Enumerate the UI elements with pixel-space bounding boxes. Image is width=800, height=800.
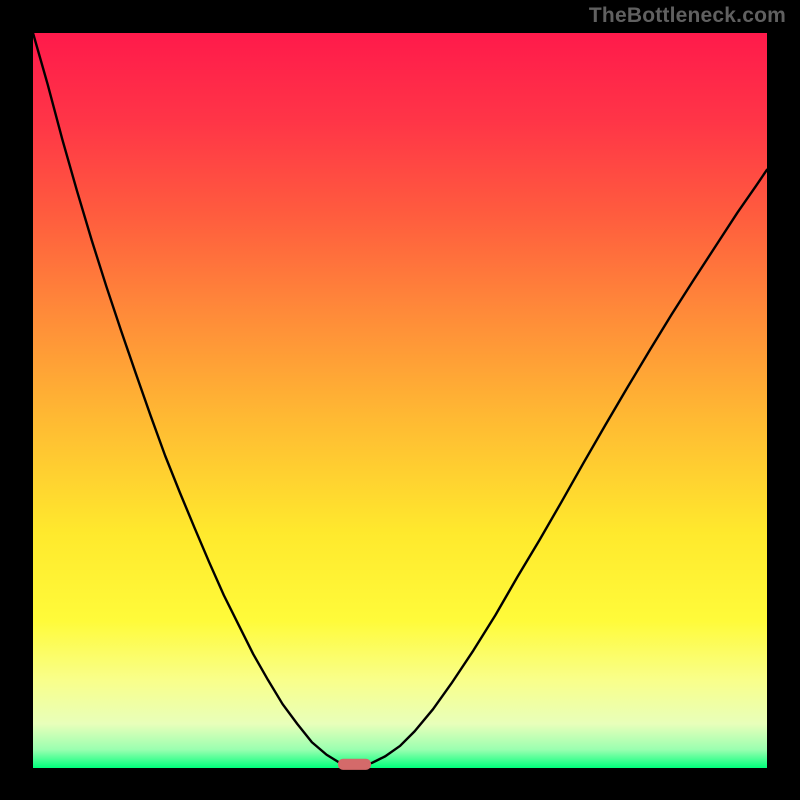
minimum-marker: [338, 759, 371, 770]
watermark-text: TheBottleneck.com: [589, 4, 786, 28]
chart-svg-holder: [0, 0, 800, 800]
chart-container: TheBottleneck.com: [0, 0, 800, 800]
plot-background: [33, 33, 767, 768]
chart-svg: [0, 0, 800, 800]
